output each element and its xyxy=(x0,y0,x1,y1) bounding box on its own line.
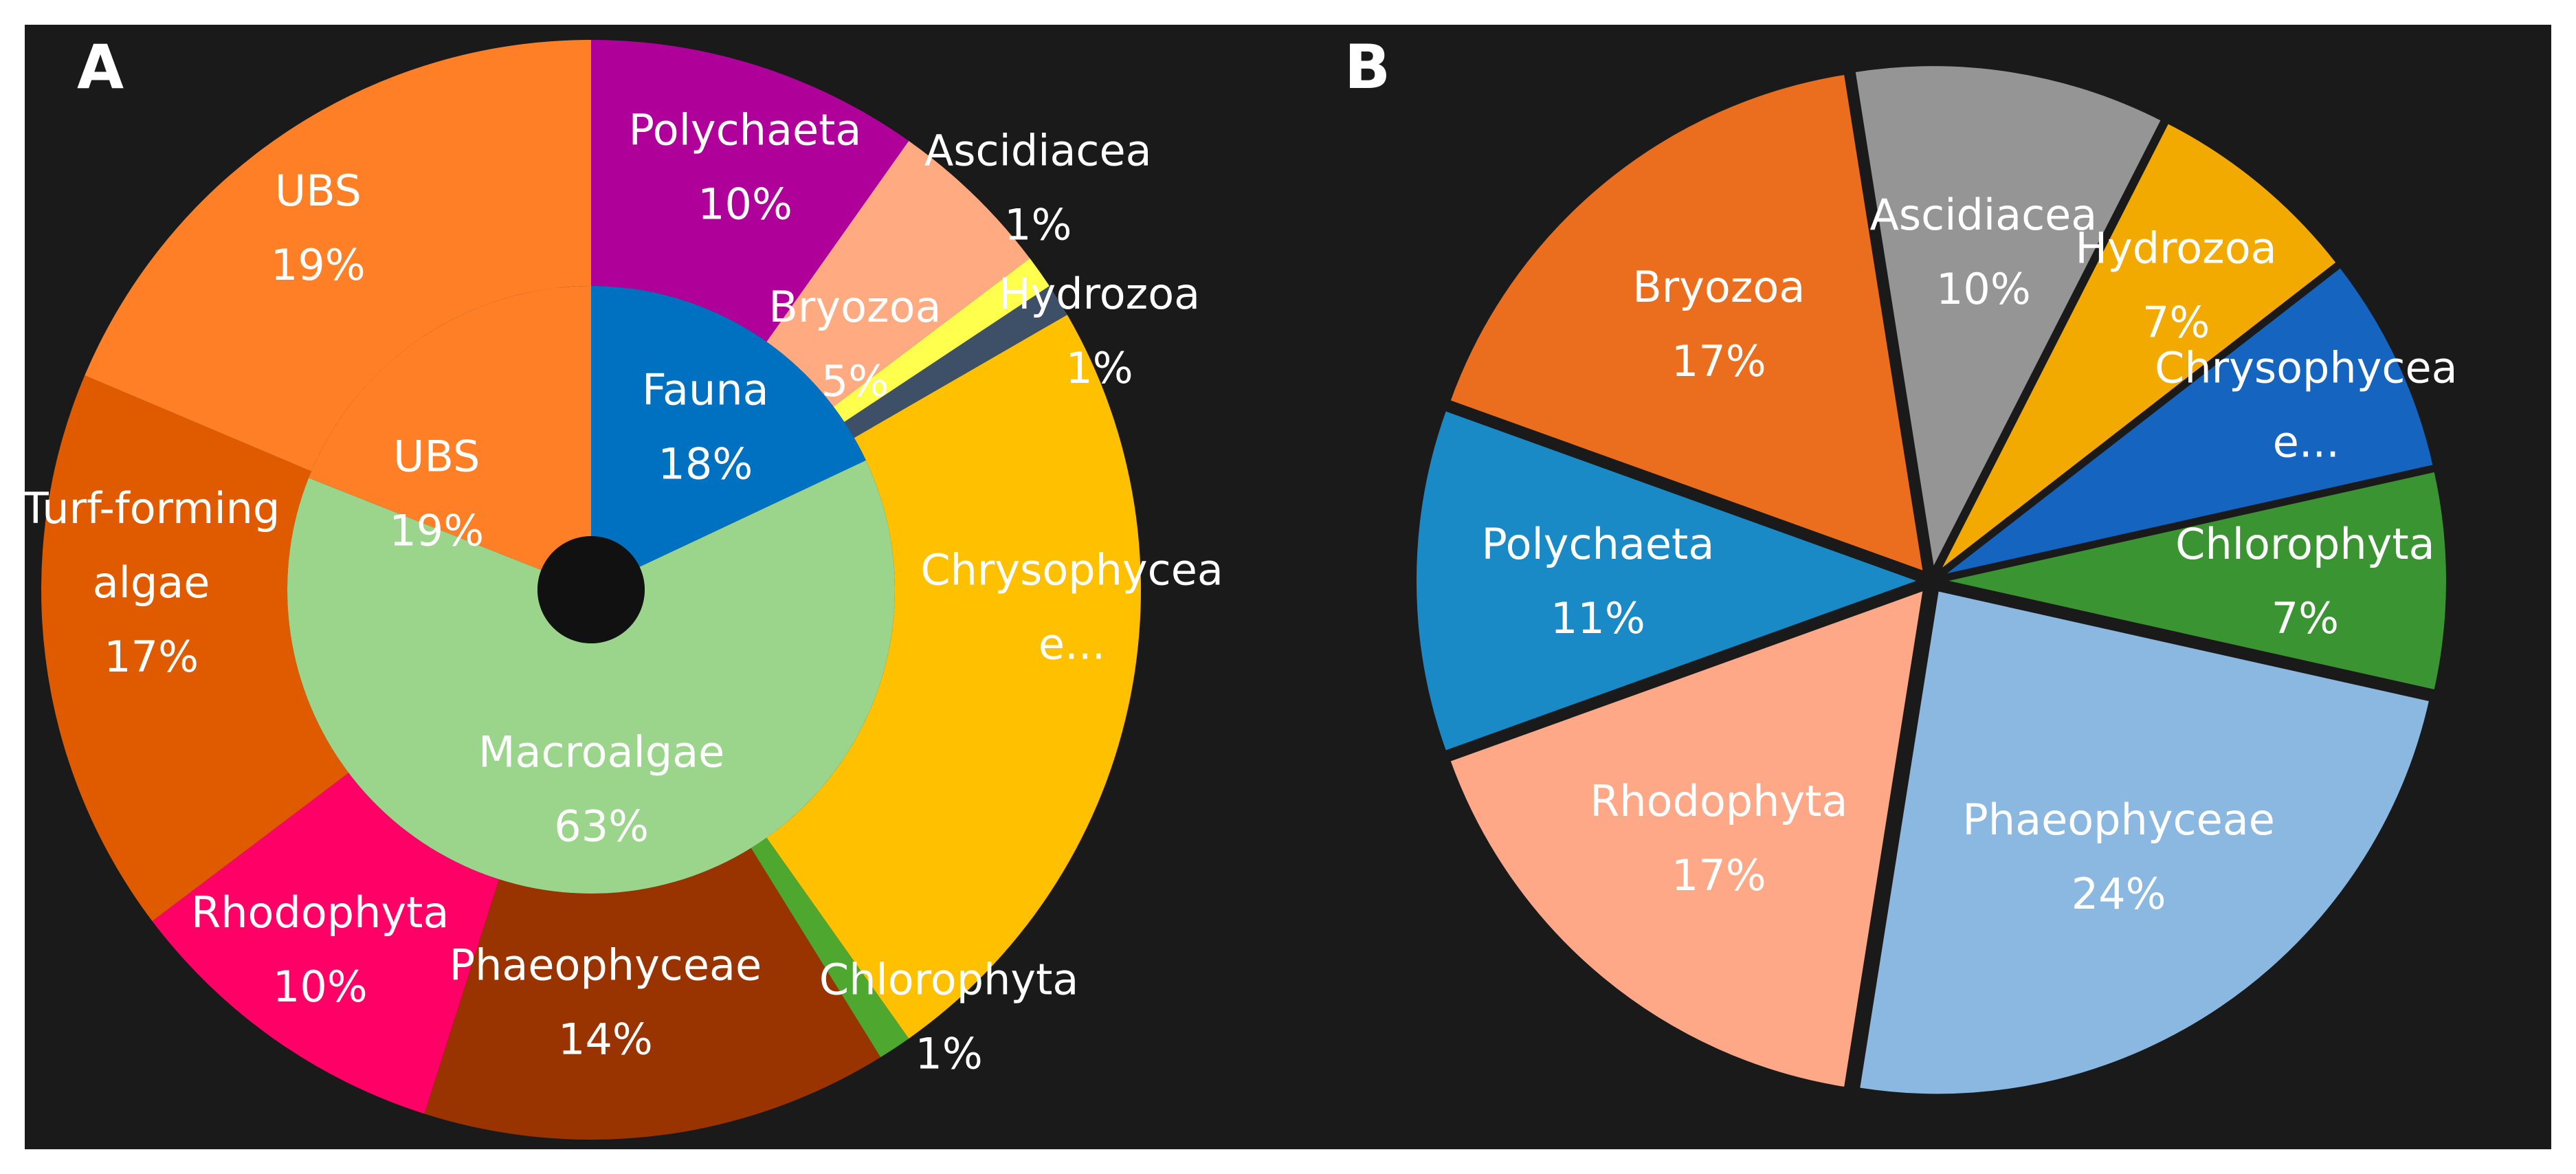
panel-a-outer-label-turf-forming-algae-line-2: algae xyxy=(93,557,210,608)
panel-a-outer-label-phaeophyceae: Phaeophyceae 14% xyxy=(449,940,762,1065)
panel-a-outer-label-ascidiacea: Ascidiacea 1% xyxy=(924,126,1152,250)
panel-b-label-bryozoa-line-2: 17% xyxy=(1672,336,1766,386)
panel-b-label-hydrozoa: Hydrozoa 7% xyxy=(2075,223,2276,348)
panel-b-slice-bryozoa xyxy=(1447,71,1927,575)
panel-b-label-rhodophyta: Rhodophyta 17% xyxy=(1590,776,1847,900)
panel-b-label-chrysophyceae-line-2: e... xyxy=(2273,417,2340,467)
panel-a-outer-label-ubs-line-2: 19% xyxy=(271,240,366,290)
panel-b-label-phaeophyceae-line-2: 24% xyxy=(2072,869,2166,919)
panel-a-outer-slice-chlorophyta xyxy=(751,837,909,1058)
panel-a-outer-label-bryozoa-line-1: Bryozoa xyxy=(768,282,941,332)
panel-a-inner-label-ubs-line-2: 19% xyxy=(389,506,484,556)
panel-b-letter: B xyxy=(1344,32,1390,102)
panel-a-outer-label-bryozoa-line-2: 5% xyxy=(821,356,889,406)
panel-a-inner-label-ubs-line-1: UBS xyxy=(393,432,480,482)
panel-a-outer-label-hydrozoa: Hydrozoa 1% xyxy=(999,269,1200,393)
panel-b-slices xyxy=(1414,63,2449,1097)
panel-b-label-chlorophyta-line-2: 7% xyxy=(2272,593,2339,643)
panel-b-label-bryozoa-line-1: Bryozoa xyxy=(1632,262,1805,312)
panel-a-inner-label-ubs: UBS 19% xyxy=(389,432,484,556)
panel-a-inner-label-fauna-line-2: 18% xyxy=(658,439,753,489)
panel-b-label-ascidiacea-line-2: 10% xyxy=(1936,264,2031,314)
panel-a-outer-label-ascidiacea-line-1: Ascidiacea xyxy=(924,126,1152,176)
panel-b-slice-rhodophyta xyxy=(1447,587,1927,1090)
panel-a-inner-slice-fauna xyxy=(591,286,866,567)
panel-b-slice-polychaeta xyxy=(1414,408,1924,754)
panel-b-label-chrysophyceae: Chrysophycea e... xyxy=(2155,342,2458,467)
panel-b-label-chlorophyta: Chlorophyta 7% xyxy=(2175,519,2434,643)
panel-b-label-polychaeta-line-1: Polychaeta xyxy=(1481,519,1714,569)
panel-b-labels: Ascidiacea 10%Hydrozoa 7%Chrysophycea e...C… xyxy=(1481,190,2457,919)
panel-a-outer-label-ubs: UBS 19% xyxy=(271,166,366,290)
panel-a-outer-label-chrysophyceae: Chrysophycea e... xyxy=(920,544,1223,669)
panel-b-label-rhodophyta-line-2: 17% xyxy=(1672,850,1766,900)
panel-a-outer-label-polychaeta: Polychaeta 10% xyxy=(629,105,862,230)
panel-b-pie-chart: Ascidiacea 10%Hydrozoa 7%Chrysophycea e...C… xyxy=(1344,32,2458,1097)
panel-b-slice-chrysophyceae xyxy=(1940,264,2436,578)
panel-a-center-hole xyxy=(537,536,645,643)
panel-b-label-rhodophyta-line-1: Rhodophyta xyxy=(1590,776,1847,826)
panel-a-outer-label-phaeophyceae-line-2: 14% xyxy=(558,1015,653,1065)
panel-b-label-chrysophyceae-line-1: Chrysophycea xyxy=(2155,342,2458,392)
panel-a-outer-slice-polychaeta xyxy=(591,40,909,342)
panel-b-label-hydrozoa-line-2: 7% xyxy=(2142,298,2210,348)
panel-a-inner-slice-ubs xyxy=(309,286,591,571)
panel-b-label-polychaeta: Polychaeta 11% xyxy=(1481,519,1714,643)
panel-b-label-chlorophyta-line-1: Chlorophyta xyxy=(2175,519,2434,569)
panel-a-outer-slice-chrysophyceae xyxy=(766,315,1141,1039)
panel-a-letter: A xyxy=(77,32,124,102)
panel-a-outer-ring xyxy=(41,40,1141,1140)
panel-a-outer-label-rhodophyta-line-2: 10% xyxy=(273,962,368,1012)
panel-b-label-polychaeta-line-2: 11% xyxy=(1551,593,1645,643)
panel-a-outer-label-chlorophyta-line-1: Chlorophyta xyxy=(819,954,1078,1004)
panel-b-slice-chlorophyta xyxy=(1942,469,2449,693)
panel-a-outer-label-bryozoa: Bryozoa 5% xyxy=(768,282,941,406)
panel-b-label-phaeophyceae-line-1: Phaeophyceae xyxy=(1962,795,2274,845)
panel-b-slice-phaeophyceae xyxy=(1856,588,2432,1097)
panel-a-outer-label-ascidiacea-line-2: 1% xyxy=(1004,200,1072,250)
panel-a-inner-slice-macroalgae xyxy=(287,460,895,894)
panel-a-sunburst-chart: Polychaeta 10%Bryozoa 5%Ascidiacea 1%Hydroz… xyxy=(22,32,1223,1140)
panel-a-outer-label-turf-forming-algae: Turf-forming algae 17% xyxy=(22,483,280,682)
panel-a-outer-label-rhodophyta-line-1: Rhodophyta xyxy=(191,887,449,938)
panel-a-outer-label-turf-forming-algae-line-1: Turf-forming xyxy=(22,483,280,533)
panel-a-outer-slice-bryozoa xyxy=(766,141,1030,407)
panel-a-inner-label-macroalgae: Macroalgae 63% xyxy=(478,727,724,852)
panel-a-inner-label-fauna: Fauna 18% xyxy=(642,364,769,489)
panel-a-outer-label-chrysophyceae-line-2: e... xyxy=(1039,619,1105,669)
panel-a-labels: Polychaeta 10%Bryozoa 5%Ascidiacea 1%Hydroz… xyxy=(22,105,1223,1079)
panel-b-label-hydrozoa-line-1: Hydrozoa xyxy=(2075,223,2276,274)
panel-b-label-ascidiacea: Ascidiacea 10% xyxy=(1869,190,2097,314)
panel-a-outer-slice-ubs xyxy=(85,40,592,472)
panel-a-outer-slice-phaeophyceae xyxy=(424,848,881,1140)
panel-a-outer-label-turf-forming-algae-line-3: 17% xyxy=(104,632,199,682)
panel-a-outer-slice-hydrozoa xyxy=(844,286,1067,438)
panel-a-outer-label-rhodophyta: Rhodophyta 10% xyxy=(191,887,449,1012)
panel-a-outer-label-chlorophyta: Chlorophyta 1% xyxy=(819,954,1078,1078)
panel-b-label-bryozoa: Bryozoa 17% xyxy=(1632,262,1805,386)
panel-a-inner-label-macroalgae-line-2: 63% xyxy=(554,801,649,852)
panel-a-outer-label-phaeophyceae-line-1: Phaeophyceae xyxy=(449,940,762,990)
panel-a-outer-label-polychaeta-line-2: 10% xyxy=(698,179,792,230)
panel-a-inner-ring xyxy=(287,286,895,894)
panel-a-outer-label-chlorophyta-line-2: 1% xyxy=(915,1028,982,1078)
panel-b-slice-hydrozoa xyxy=(1937,120,2340,574)
panel-a-outer-label-polychaeta-line-1: Polychaeta xyxy=(629,105,862,155)
panel-a-outer-label-chrysophyceae-line-1: Chrysophycea xyxy=(920,544,1223,595)
panel-b-label-ascidiacea-line-1: Ascidiacea xyxy=(1869,190,2097,240)
panel-b-label-phaeophyceae: Phaeophyceae 24% xyxy=(1962,795,2274,919)
panel-a-outer-slice-ascidiacea xyxy=(833,258,1050,422)
panel-a-outer-label-ubs-line-1: UBS xyxy=(275,166,362,216)
panel-a-outer-label-hydrozoa-line-2: 1% xyxy=(1065,343,1133,393)
panel-a-outer-slice-turf-forming-algae xyxy=(41,375,349,922)
panel-a-inner-label-fauna-line-1: Fauna xyxy=(642,364,769,414)
panel-a-outer-label-hydrozoa-line-1: Hydrozoa xyxy=(999,269,1200,319)
panel-a-inner-label-macroalgae-line-1: Macroalgae xyxy=(478,727,724,777)
panel-a-outer-slice-rhodophyta xyxy=(152,773,500,1114)
panel-b-slice-ascidiacea xyxy=(1852,63,2164,575)
